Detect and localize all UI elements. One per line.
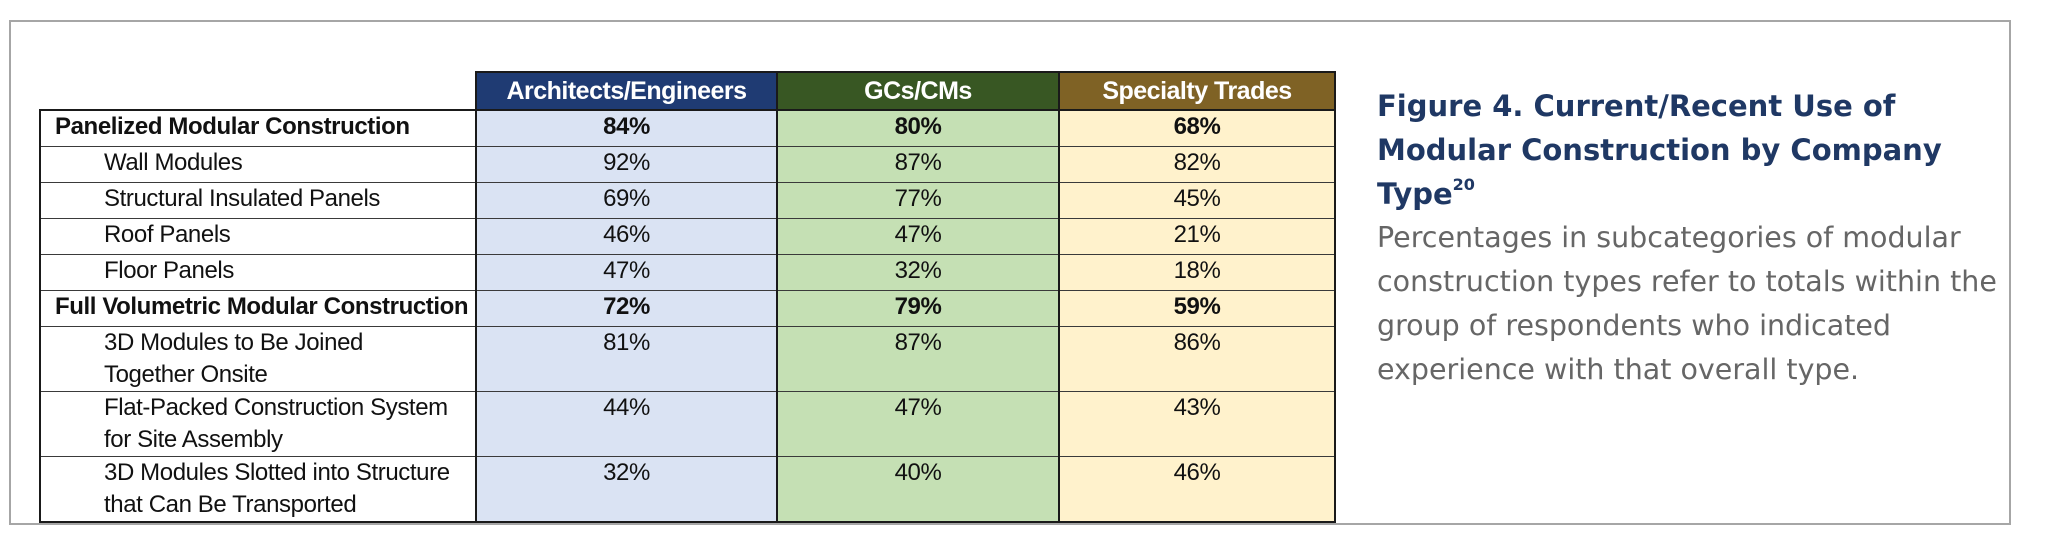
row-label-line: that Can Be Transported xyxy=(104,490,357,518)
subcategory-row: 3D Modules to Be Joined Together Onsite 81… xyxy=(39,325,1336,392)
value-cell-architects-engineers: 46% xyxy=(476,217,778,255)
value-cell-specialty-trades: 18% xyxy=(1059,253,1336,291)
subcategory-row: Structural Insulated Panels 69% 77% 45% xyxy=(39,181,1336,219)
subcategory-row: Floor Panels 47% 32% 18% xyxy=(39,253,1336,291)
row-label-line: 3D Modules to Be Joined xyxy=(104,328,363,356)
column-header-specialty-trades: Specialty Trades xyxy=(1058,71,1336,111)
value-cell-specialty-trades: 59% xyxy=(1059,289,1336,327)
figure-frame: Architects/Engineers GCs/CMs Specialty T… xyxy=(9,20,2011,525)
row-label-line: Full Volumetric Modular Construction xyxy=(55,292,469,320)
figure-title: Figure 4. Current/Recent Use of Modular … xyxy=(1377,84,2007,216)
subcategory-label: Floor Panels xyxy=(39,253,477,291)
figure-title-text: Figure 4. Current/Recent Use of Modular … xyxy=(1377,89,1942,211)
header-corner-cell xyxy=(40,72,476,111)
value-cell-architects-engineers: 72% xyxy=(476,289,778,327)
value-cell-gcs-cms: 32% xyxy=(777,253,1060,291)
value-cell-specialty-trades: 46% xyxy=(1059,455,1336,523)
value-cell-gcs-cms: 40% xyxy=(777,455,1060,523)
subcategory-label: Wall Modules xyxy=(39,145,477,183)
subcategory-row: 3D Modules Slotted into Structure that Ca… xyxy=(39,455,1336,523)
subcategory-label: 3D Modules to Be Joined Together Onsite xyxy=(39,325,477,392)
value-cell-architects-engineers: 84% xyxy=(476,109,778,147)
column-header-architects-engineers: Architects/Engineers xyxy=(475,71,778,111)
row-label-line: Together Onsite xyxy=(104,360,268,388)
value-cell-architects-engineers: 81% xyxy=(476,325,778,392)
value-cell-architects-engineers: 32% xyxy=(476,455,778,523)
figure-description: Percentages in subcategories of modular … xyxy=(1377,221,1997,386)
row-label-line: Structural Insulated Panels xyxy=(104,184,381,212)
subcategory-row: Flat-Packed Construction System for Site … xyxy=(39,390,1336,457)
subcategory-label: Structural Insulated Panels xyxy=(39,181,477,219)
value-cell-specialty-trades: 45% xyxy=(1059,181,1336,219)
category-label: Panelized Modular Construction xyxy=(39,109,477,147)
value-cell-gcs-cms: 47% xyxy=(777,217,1060,255)
table-header-row: Architects/Engineers GCs/CMs Specialty T… xyxy=(40,71,1336,111)
table-body: Panelized Modular Construction 84% 80% 68% W… xyxy=(39,109,1336,523)
row-label-line: Flat-Packed Construction System xyxy=(104,393,448,421)
figure-title-footnote: 20 xyxy=(1452,175,1475,194)
value-cell-architects-engineers: 69% xyxy=(476,181,778,219)
value-cell-architects-engineers: 44% xyxy=(476,390,778,457)
column-header-gcs-cms: GCs/CMs xyxy=(776,71,1060,111)
subcategory-label: 3D Modules Slotted into Structure that Ca… xyxy=(39,455,477,523)
figure-caption: Figure 4. Current/Recent Use of Modular … xyxy=(1377,84,2007,392)
value-cell-architects-engineers: 92% xyxy=(476,145,778,183)
subcategory-row: Roof Panels 46% 47% 21% xyxy=(39,217,1336,255)
value-cell-specialty-trades: 43% xyxy=(1059,390,1336,457)
value-cell-specialty-trades: 68% xyxy=(1059,109,1336,147)
row-label-line: Floor Panels xyxy=(104,256,234,284)
value-cell-gcs-cms: 80% xyxy=(777,109,1060,147)
subcategory-label: Flat-Packed Construction System for Site … xyxy=(39,390,477,457)
category-row: Full Volumetric Modular Construction 72% 7… xyxy=(39,289,1336,327)
value-cell-gcs-cms: 87% xyxy=(777,325,1060,392)
row-label-line: Panelized Modular Construction xyxy=(55,113,410,140)
subcategory-row: Wall Modules 92% 87% 82% xyxy=(39,145,1336,183)
value-cell-gcs-cms: 47% xyxy=(777,390,1060,457)
modular-construction-table: Architects/Engineers GCs/CMs Specialty T… xyxy=(39,71,1336,523)
value-cell-gcs-cms: 79% xyxy=(777,289,1060,327)
value-cell-specialty-trades: 82% xyxy=(1059,145,1336,183)
value-cell-specialty-trades: 21% xyxy=(1059,217,1336,255)
row-label-line: Roof Panels xyxy=(104,220,231,248)
value-cell-specialty-trades: 86% xyxy=(1059,325,1336,392)
category-label: Full Volumetric Modular Construction xyxy=(39,289,477,327)
value-cell-gcs-cms: 87% xyxy=(777,145,1060,183)
row-label-line: for Site Assembly xyxy=(104,425,283,453)
value-cell-architects-engineers: 47% xyxy=(476,253,778,291)
subcategory-label: Roof Panels xyxy=(39,217,477,255)
category-row: Panelized Modular Construction 84% 80% 68% xyxy=(39,109,1336,147)
row-label-line: 3D Modules Slotted into Structure xyxy=(104,458,450,486)
value-cell-gcs-cms: 77% xyxy=(777,181,1060,219)
row-label-line: Wall Modules xyxy=(104,148,243,176)
